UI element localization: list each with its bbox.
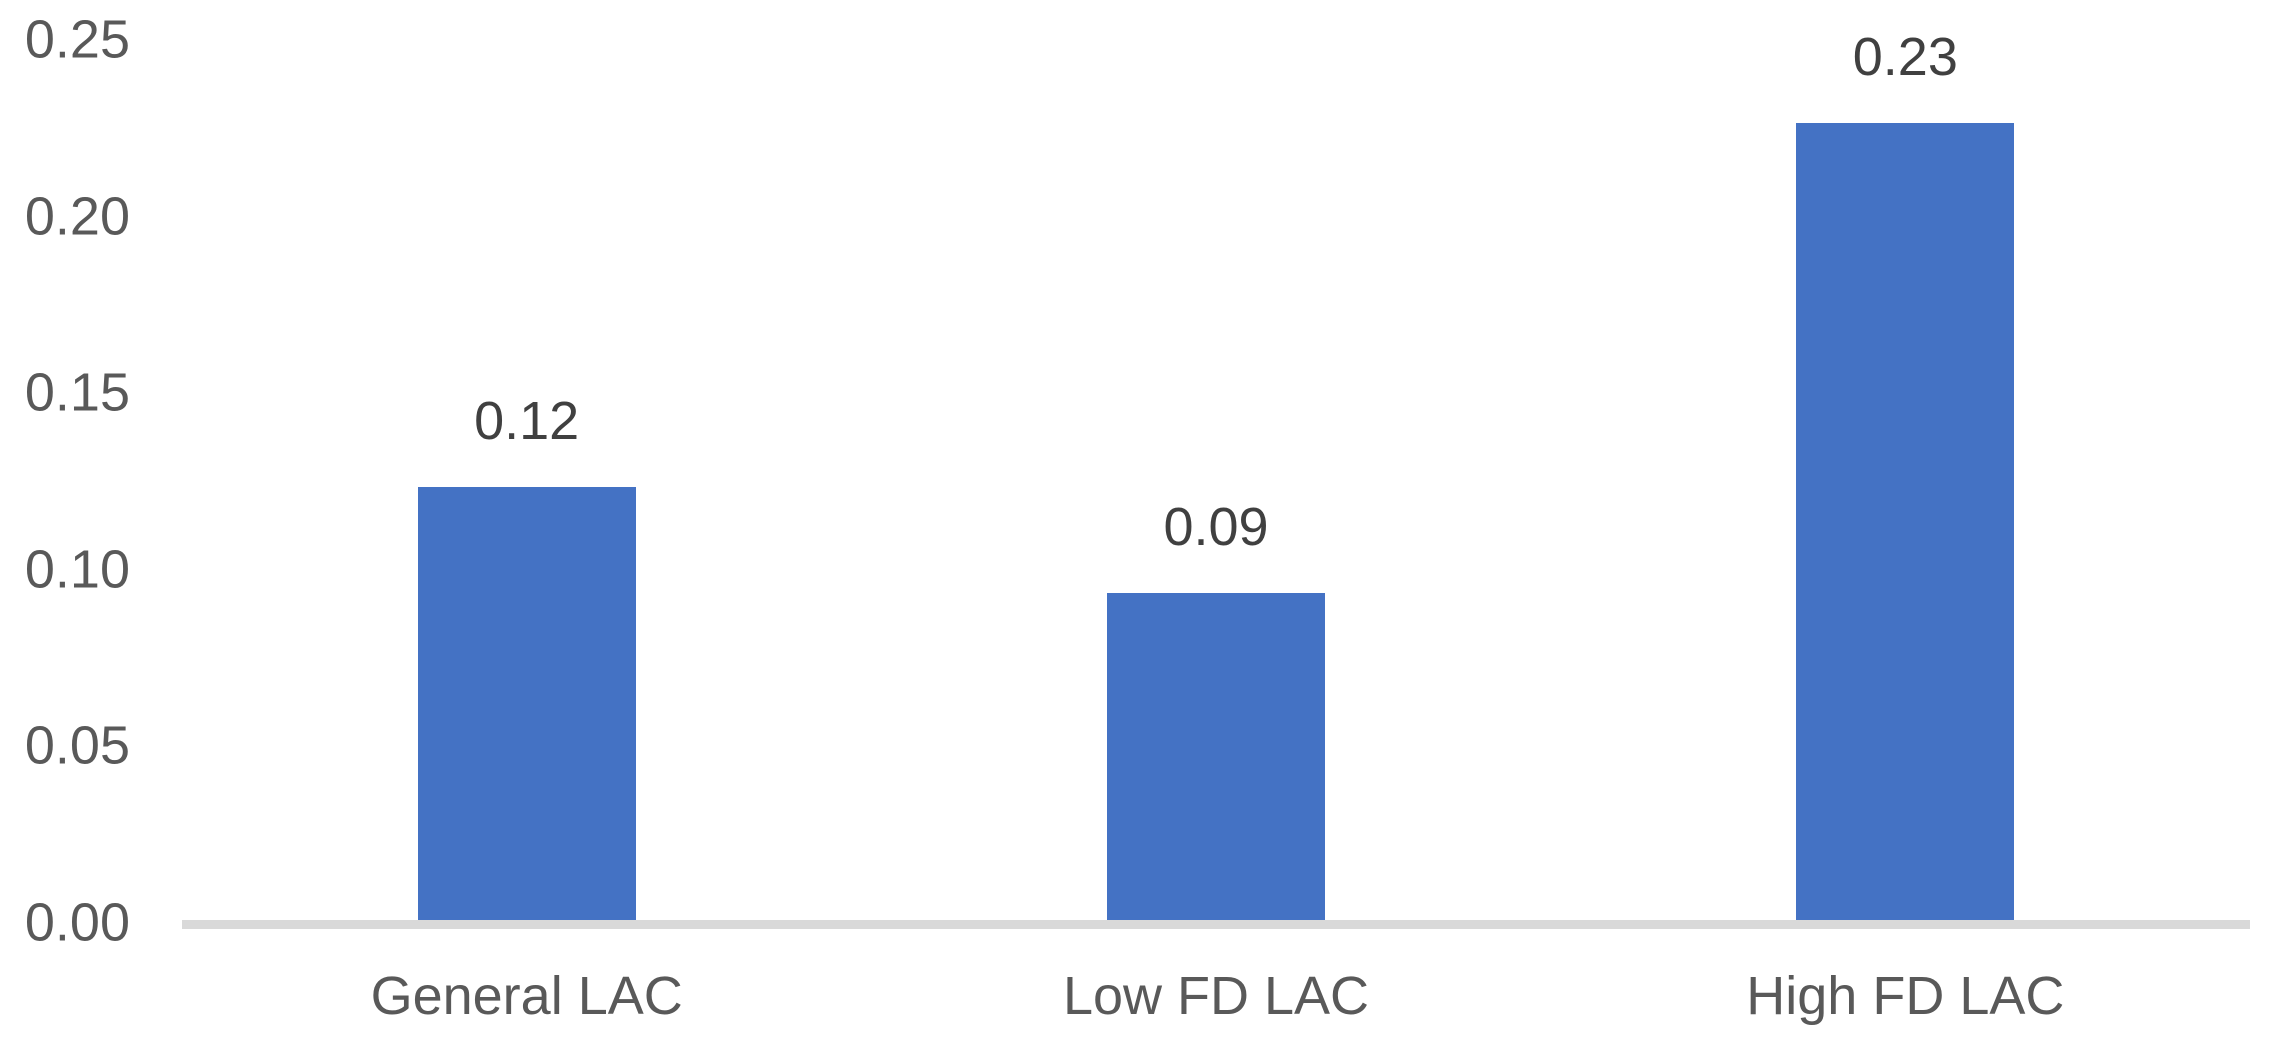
- bar-group: 0.23: [1561, 26, 2250, 921]
- y-tick-label: 0.10: [24, 539, 130, 600]
- category-label: General LAC: [370, 966, 683, 1026]
- y-tick-label: 0.20: [24, 186, 130, 247]
- bar-high-fd-lac: [1796, 123, 2015, 921]
- category-label: High FD LAC: [1746, 966, 2065, 1026]
- category-label: Low FD LAC: [1062, 966, 1370, 1026]
- y-axis: 0.25 0.20 0.15 0.10 0.05 0.00: [0, 0, 130, 1043]
- bar-value-label: 0.23: [1852, 26, 1958, 87]
- x-axis-category-labels: General LAC Low FD LAC High FD LAC: [182, 965, 2250, 1028]
- bar-value-label: 0.09: [1163, 496, 1269, 557]
- x-axis-line: [182, 920, 2250, 929]
- y-tick-label: 0.25: [24, 9, 130, 70]
- bar-low-fd-lac: [1106, 593, 1325, 921]
- y-tick-label: 0.05: [24, 715, 130, 776]
- y-tick-label: 0.00: [24, 892, 130, 953]
- bar-value-label: 0.12: [474, 390, 580, 451]
- bar-group: 0.12: [182, 390, 871, 921]
- bar-group: 0.09: [871, 496, 1560, 921]
- y-tick-label: 0.15: [24, 362, 130, 423]
- bar-general-lac: [417, 487, 636, 921]
- plot-area: 0.12 0.09 0.23: [182, 0, 2250, 921]
